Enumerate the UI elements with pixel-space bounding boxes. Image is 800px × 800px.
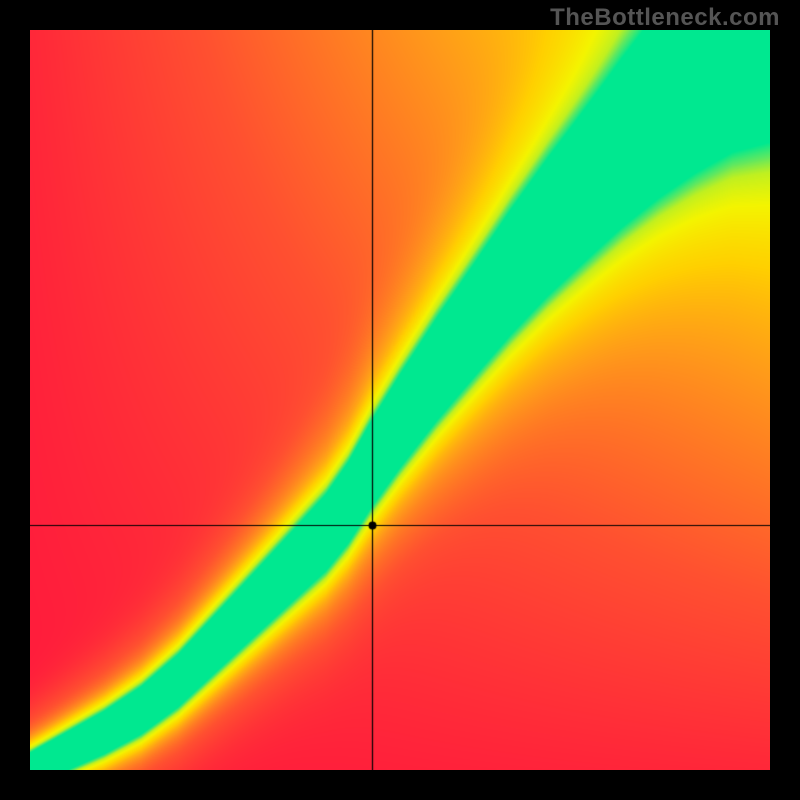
chart-container: TheBottleneck.com [0, 0, 800, 800]
heatmap-canvas [30, 30, 770, 770]
watermark-text: TheBottleneck.com [550, 4, 780, 32]
